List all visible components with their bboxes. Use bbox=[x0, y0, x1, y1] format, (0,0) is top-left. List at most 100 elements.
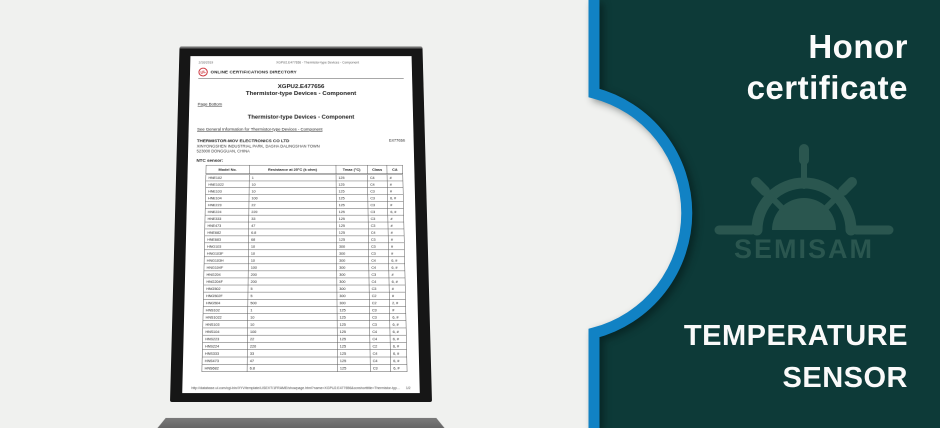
table-cell: 6, # bbox=[390, 364, 408, 372]
table-cell: 220 bbox=[247, 342, 338, 350]
general-info-link[interactable]: See General Information for Thermistor-t… bbox=[197, 127, 323, 132]
column-header: Class bbox=[367, 165, 388, 175]
table-cell: 125 bbox=[335, 194, 368, 202]
table-cell: 33 bbox=[247, 349, 338, 358]
table-cell: 6, # bbox=[387, 194, 404, 202]
table-header-row: Model No. Resistance at 25°C (k ohm) Tmax … bbox=[205, 165, 403, 175]
table-cell: 300 bbox=[336, 242, 369, 250]
table-cell: 125 bbox=[336, 201, 368, 209]
footer-url: http://database.ul.com/cgi-bin/XYV/templ… bbox=[191, 386, 402, 391]
table-cell: HNG103H bbox=[204, 256, 249, 264]
page-bottom-link[interactable]: Page Bottom bbox=[197, 102, 223, 107]
section-title: Thermistor-type Devices - Component bbox=[247, 113, 355, 121]
table-cell: C4 bbox=[368, 277, 390, 286]
table-row: HNE104 100 125 C3 6, # bbox=[205, 194, 404, 202]
table-cell: 125 bbox=[336, 313, 370, 321]
table-row: HNE102 1 125 C4 # bbox=[205, 174, 403, 181]
table-row: HNG504 500 300 C2 2, # bbox=[203, 299, 406, 307]
table-cell: 300 bbox=[336, 277, 369, 286]
table-cell: 300 bbox=[336, 299, 370, 307]
table-cell: C3 bbox=[368, 249, 389, 257]
table-cell: 300 bbox=[336, 263, 369, 271]
file-number: E477656 bbox=[388, 138, 406, 143]
table-cell: 6, # bbox=[389, 313, 406, 321]
table-row: HNE683 68 125 C3 # bbox=[204, 235, 405, 243]
table-cell: # bbox=[388, 249, 405, 257]
table-cell: HNG502F bbox=[203, 292, 248, 300]
table-cell: HNE103 bbox=[205, 187, 250, 195]
print-footer: http://database.ul.com/cgi-bin/XYV/templ… bbox=[191, 387, 410, 390]
table-cell: C3 bbox=[367, 201, 388, 209]
table-row: HNS682 6.8 125 C3 6, # bbox=[201, 364, 408, 372]
table-row: HNS333 33 125 C4 6, # bbox=[202, 349, 407, 358]
table-cell: C3 bbox=[368, 222, 389, 229]
table-cell: C3 bbox=[369, 320, 390, 328]
table-cell: 6, # bbox=[389, 335, 407, 343]
table-cell: 100 bbox=[248, 194, 337, 202]
table-cell: # bbox=[388, 235, 405, 243]
table-cell: 5 bbox=[247, 285, 337, 293]
table-row: HNG502 5 300 C3 # bbox=[203, 285, 406, 293]
table-cell: 6, # bbox=[387, 208, 404, 216]
column-header: Tmax (°C) bbox=[335, 165, 368, 175]
table-cell: C4 bbox=[369, 349, 391, 358]
table-row: HNG502F 5 300 C2 # bbox=[203, 292, 406, 300]
table-row: HNG104F 100 300 C4 6, # bbox=[203, 263, 405, 271]
table-cell: HNE473 bbox=[204, 222, 249, 229]
table-cell: 10 bbox=[248, 187, 336, 195]
table-cell: HNG104F bbox=[203, 263, 249, 271]
table-cell: 125 bbox=[337, 349, 370, 358]
table-cell: # bbox=[389, 306, 406, 314]
certificate-device: 2/16/2019 XGPU2.E477656 - Thermistor-typ… bbox=[170, 16, 432, 402]
table-cell: 10 bbox=[248, 256, 337, 264]
table-cell: 47 bbox=[247, 357, 338, 365]
table-row: HNS473 47 125 C4 6, # bbox=[202, 357, 407, 365]
table-cell: C3 bbox=[367, 215, 388, 223]
table-cell: C4 bbox=[368, 228, 389, 236]
table-row: HNG103 10 300 C3 # bbox=[204, 242, 405, 250]
table-cell: 125 bbox=[336, 306, 370, 314]
table-row: HNE103 10 125 C3 # bbox=[205, 187, 404, 195]
table-cell: HNS682 bbox=[201, 364, 248, 372]
table-cell: HNE223 bbox=[205, 201, 249, 209]
table-cell: HNS333 bbox=[202, 349, 248, 358]
table-cell: 125 bbox=[336, 215, 369, 223]
table-cell: # bbox=[387, 187, 404, 195]
table-cell: C4 bbox=[369, 327, 390, 336]
table-cell: # bbox=[387, 174, 403, 181]
table-cell: 300 bbox=[336, 249, 369, 257]
table-cell: 6, # bbox=[389, 327, 407, 336]
table-cell: C2 bbox=[369, 299, 390, 307]
table-cell: 6, # bbox=[390, 342, 407, 350]
table-cell: 125 bbox=[337, 357, 371, 365]
table-cell: C4 bbox=[368, 256, 389, 264]
table-cell: C4 bbox=[368, 263, 389, 271]
table-cell: # bbox=[387, 180, 404, 188]
table-cell: 2, # bbox=[389, 299, 406, 307]
directory-label: ONLINE CERTIFICATIONS DIRECTORY bbox=[210, 69, 297, 75]
table-row: HNS224 220 125 C2 6, # bbox=[202, 342, 407, 350]
column-header: CA bbox=[386, 165, 403, 175]
table-cell: 33 bbox=[248, 215, 337, 223]
table-cell: 125 bbox=[336, 235, 369, 243]
directory-header: UL ONLINE CERTIFICATIONS DIRECTORY bbox=[197, 66, 404, 79]
table-row: HNS104 100 125 C4 6, # bbox=[202, 327, 407, 336]
table-cell: C4 bbox=[367, 174, 388, 181]
table-cell: 68 bbox=[248, 235, 337, 243]
device-frame: 2/16/2019 XGPU2.E477656 - Thermistor-typ… bbox=[170, 46, 432, 402]
table-cell: 22 bbox=[248, 201, 337, 209]
table-cell: 125 bbox=[337, 335, 370, 343]
certificate-number: XGPU2.E477656 bbox=[277, 82, 325, 90]
table-cell: C3 bbox=[368, 285, 390, 293]
teal-panel-shape bbox=[594, 0, 940, 428]
table-cell: C3 bbox=[369, 306, 390, 314]
table-cell: HNG204F bbox=[203, 277, 249, 286]
table-row: HNS102 1 125 C3 # bbox=[203, 306, 406, 314]
table-row: HNG204F 200 300 C4 6, # bbox=[203, 277, 406, 286]
table-cell: 22 bbox=[247, 335, 338, 343]
table-row: HNE473 47 125 C3 # bbox=[204, 222, 404, 229]
table-cell: HNE104 bbox=[205, 194, 249, 202]
table-cell: 100 bbox=[248, 263, 337, 271]
table-cell: HNS1022 bbox=[202, 313, 248, 321]
